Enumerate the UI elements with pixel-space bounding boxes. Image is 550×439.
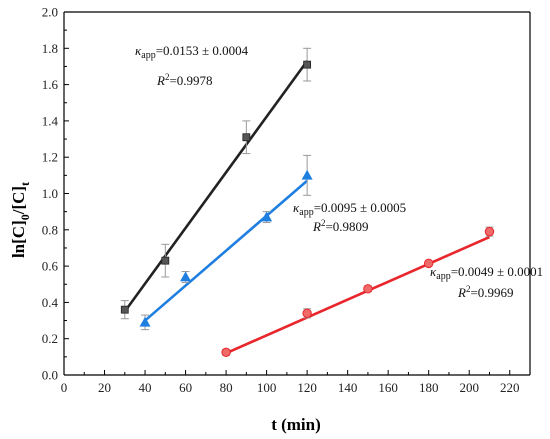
- x-tick-label: 160: [378, 380, 398, 395]
- y-tick-label: 0.0: [42, 368, 58, 383]
- data-point: [139, 316, 151, 327]
- x-tick-label: 120: [297, 380, 317, 395]
- data-point: [180, 271, 192, 282]
- annotations: κapp=0.0153 ± 0.0004 R2=0.9978 κapp=0.0095…: [135, 43, 543, 300]
- y-tick-label: 0.2: [42, 331, 58, 346]
- y-tick-label: 0.8: [42, 222, 58, 237]
- plot-area: [120, 47, 495, 358]
- y-tick-label: 1.2: [42, 150, 58, 165]
- fit-line: [225, 235, 491, 355]
- r2-annotation: R2=0.9809: [312, 218, 369, 234]
- r2-annotation: R2=0.9969: [457, 284, 514, 300]
- data-point: [484, 226, 495, 237]
- x-tick-label: 100: [257, 380, 277, 395]
- y-tick-label: 0.4: [42, 295, 59, 310]
- data-point: [303, 60, 312, 69]
- x-tick-label: 80: [220, 380, 233, 395]
- fit-line: [123, 60, 309, 313]
- y-axis-title-subscript: t: [18, 182, 32, 186]
- y-tick-label: 2.0: [42, 5, 58, 20]
- data-point: [363, 284, 373, 294]
- x-tick-label: 200: [459, 380, 479, 395]
- data-point: [242, 133, 251, 142]
- y-axis-title-part: ln[C]: [9, 220, 28, 258]
- y-tick-label: 1.8: [42, 41, 58, 56]
- x-tick-label: 180: [419, 380, 439, 395]
- x-tick-label: 0: [61, 380, 68, 395]
- kapp-annotation: κapp=0.0049 ± 0.0001: [430, 264, 543, 282]
- r2-annotation: R2=0.9978: [156, 72, 213, 88]
- x-tick-label: 20: [98, 380, 111, 395]
- x-tick-label: 140: [338, 380, 358, 395]
- x-tick-label: 40: [139, 380, 152, 395]
- y-tick-label: 1.6: [42, 77, 59, 92]
- data-point: [261, 211, 273, 222]
- data-point: [423, 258, 434, 269]
- y-tick-label: 1.4: [42, 113, 59, 128]
- y-axis-title-subscript: 0: [18, 214, 32, 220]
- data-point: [302, 308, 312, 318]
- data-point: [221, 347, 231, 358]
- x-axis-title: t (min): [271, 415, 321, 434]
- x-tick-label: 60: [179, 380, 192, 395]
- kapp-annotation: κapp=0.0095 ± 0.0005: [293, 200, 406, 218]
- y-axis-title: ln[C]0/[C]t: [9, 182, 32, 258]
- kapp-annotation: κapp=0.0153 ± 0.0004: [135, 43, 249, 61]
- x-tick-label: 220: [500, 380, 520, 395]
- axes: 0 20 40 60 80 100 120 140 160 180 200 220 0.0 0.2 0.4 0…: [42, 5, 531, 395]
- y-tick-label: 0.6: [42, 259, 59, 274]
- fit-line: [144, 179, 308, 322]
- y-tick-label: 1.0: [42, 186, 58, 201]
- data-point: [161, 256, 170, 265]
- data-point: [301, 169, 313, 180]
- y-axis-title-part: /[C]: [9, 186, 28, 215]
- data-point: [120, 305, 129, 314]
